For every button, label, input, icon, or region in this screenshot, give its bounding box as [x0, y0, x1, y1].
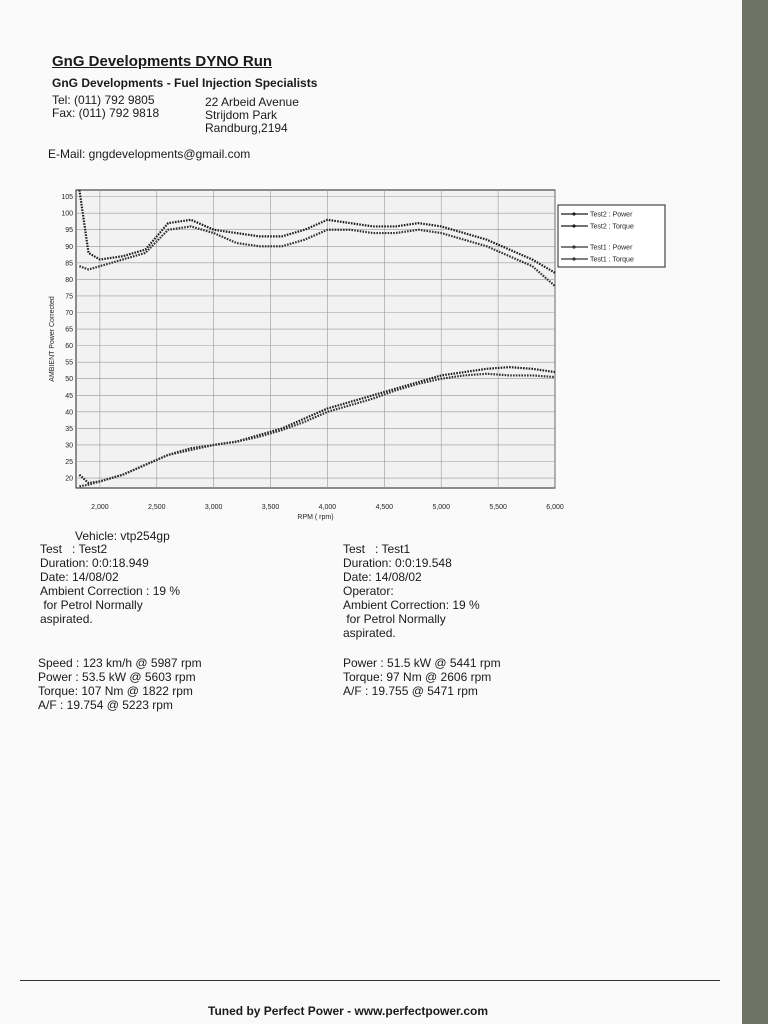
- x-tick-label: 4,000: [319, 504, 337, 511]
- text-line: Power : 53.5 kW @ 5603 rpm: [38, 670, 196, 684]
- text-line: Test : Test2: [40, 542, 108, 556]
- address-line: 22 Arbeid Avenue: [205, 95, 299, 109]
- y-tick-label: 105: [61, 194, 73, 201]
- text-line: Torque: 107 Nm @ 1822 rpm: [38, 684, 193, 698]
- y-tick-label: 90: [65, 244, 73, 251]
- legend-marker: [572, 245, 576, 249]
- series-line: [79, 372, 556, 488]
- x-tick-label: 3,500: [262, 504, 280, 511]
- address-line: Randburg,2194: [205, 121, 288, 135]
- text-line: Operator:: [343, 584, 394, 598]
- text-line: for Petrol Normally: [343, 612, 446, 626]
- y-tick-label: 75: [65, 293, 73, 300]
- legend-box: [557, 204, 666, 268]
- x-tick-label: 5,000: [432, 504, 450, 511]
- y-tick-label: 45: [65, 393, 73, 400]
- address-line: Strijdom Park: [205, 108, 278, 122]
- text-line: Date: 14/08/02: [343, 570, 422, 584]
- doc-subtitle: GnG Developments - Fuel Injection Specia…: [52, 76, 318, 90]
- text-line: Torque: 97 Nm @ 2606 rpm: [343, 670, 492, 684]
- legend-marker: [572, 224, 576, 228]
- footer: Tuned by Perfect Power - www.perfectpowe…: [208, 1004, 489, 1018]
- text-line: Test : Test1: [343, 542, 411, 556]
- y-tick-label: 55: [65, 360, 73, 367]
- y-tick-label: 35: [65, 426, 73, 433]
- text-line: Speed : 123 km/h @ 5987 rpm: [38, 656, 202, 670]
- y-tick-label: 80: [65, 277, 73, 284]
- text-line: aspirated.: [40, 612, 93, 626]
- y-tick-label: 85: [65, 260, 73, 267]
- text-line: Date: 14/08/02: [40, 570, 119, 584]
- text-line: Power : 51.5 kW @ 5441 rpm: [343, 656, 501, 670]
- paper: GnG Developments DYNO Run GnG Developmen…: [0, 0, 742, 1024]
- series-line: [78, 189, 556, 274]
- text-line: A/F : 19.755 @ 5471 rpm: [343, 684, 478, 698]
- legend-label: Test1 : Power: [590, 245, 633, 252]
- text-line: Ambient Correction: 19 %: [343, 598, 480, 612]
- vehicle: Vehicle: vtp254gp: [75, 529, 170, 543]
- x-tick-label: 2,000: [91, 504, 109, 511]
- x-tick-label: 3,000: [205, 504, 223, 511]
- legend-label: Test2 : Torque: [590, 224, 634, 231]
- legend-marker: [572, 257, 576, 261]
- email: E-Mail: gngdevelopments@gmail.com: [48, 147, 251, 161]
- text-line: Duration: 0:0:19.548: [343, 556, 452, 570]
- y-tick-label: 65: [65, 327, 73, 334]
- text-line: Ambient Correction : 19 %: [40, 584, 181, 598]
- legend-label: Test1 : Torque: [590, 257, 634, 264]
- y-tick-label: 30: [65, 442, 73, 449]
- legend-marker: [572, 212, 576, 216]
- y-axis-label: AMBIENT Power Corrected: [49, 296, 56, 382]
- y-tick-label: 70: [65, 310, 73, 317]
- divider: [20, 980, 720, 981]
- y-tick-label: 95: [65, 227, 73, 234]
- chart: 20 25 30 35 40 45 50 55 60 65 70 75 80 85 90 95 100 105 2,…: [49, 189, 666, 521]
- y-tick-label: 25: [65, 459, 73, 466]
- x-tick-label: 4,500: [376, 504, 394, 511]
- text-line: Duration: 0:0:18.949: [40, 556, 149, 570]
- series-line: [78, 366, 556, 485]
- y-tick-label: 20: [65, 476, 73, 483]
- legend-label: Test2 : Power: [590, 212, 633, 219]
- x-tick-label: 6,000: [546, 504, 564, 511]
- x-tick-label: 2,500: [148, 504, 166, 511]
- y-tick-label: 60: [65, 343, 73, 350]
- y-tick-label: 40: [65, 409, 73, 416]
- y-tick-label: 100: [61, 211, 73, 218]
- x-tick-label: 5,500: [489, 504, 507, 511]
- text-line: for Petrol Normally: [40, 598, 143, 612]
- series-line: [79, 225, 556, 287]
- text-line: A/F : 19.754 @ 5223 rpm: [38, 698, 173, 712]
- x-axis-label: RPM ( rpm): [297, 514, 333, 521]
- tel: Tel: (011) 792 9805: [52, 93, 155, 107]
- fax: Fax: (011) 792 9818: [52, 106, 160, 120]
- doc-title: GnG Developments DYNO Run: [52, 53, 273, 70]
- text-line: aspirated.: [343, 626, 396, 640]
- plot-area: [75, 189, 556, 489]
- y-tick-label: 50: [65, 376, 73, 383]
